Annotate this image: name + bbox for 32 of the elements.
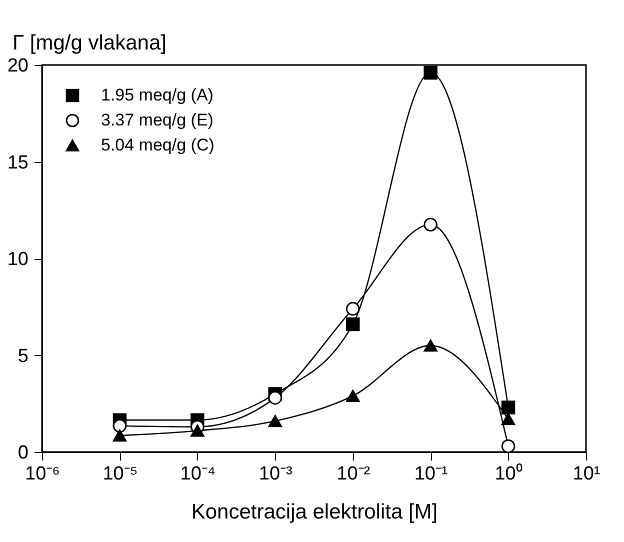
x-tick-label: 10⁰ [494,462,523,484]
point [190,424,204,437]
y-tick-label: 5 [18,346,28,367]
legend-label: 5.04 meq/g (C) [101,136,214,154]
x-tick-label: 10¹ [572,464,600,484]
x-tick-label: 10⁻⁵ [102,464,138,484]
point [424,340,438,352]
x-tick-label: 10⁻⁴ [180,464,216,484]
point [346,390,360,402]
legend-label: 1.95 meq/g (A) [101,86,214,104]
point [501,400,516,414]
point [346,317,360,332]
y-tick-label: 20 [7,56,28,76]
x-tick-label: 10⁻¹ [414,464,448,484]
y-tick-label: 15 [7,152,28,174]
point [346,302,360,316]
x-tick-label: 10⁻³ [258,464,292,484]
x-axis-title: Koncetracija elektrolita [M] [191,500,438,524]
y-tick-label: 10 [7,249,28,270]
point [112,430,127,442]
point [424,218,438,232]
x-tick-label: 10⁻² [336,464,370,484]
point [501,413,516,426]
point [424,66,438,80]
point [501,439,516,454]
y-tick-label: 0 [18,442,28,464]
point [268,414,282,428]
y-axis-title: Γ [mg/g vlakana] [12,32,166,54]
legend-label: 3.37 meq/g (E) [101,110,214,130]
point [268,390,282,405]
point [112,419,127,433]
x-tick-label: 10⁻⁶ [25,464,60,484]
